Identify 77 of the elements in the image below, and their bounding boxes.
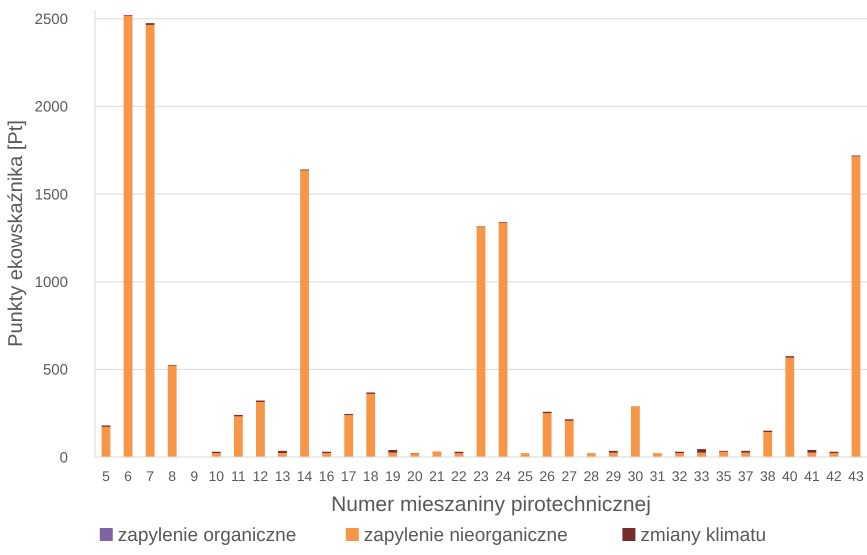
y-tick-label: 1500	[34, 186, 68, 204]
x-tick-label: 43	[848, 468, 864, 484]
x-tick-label: 9	[190, 468, 198, 484]
bar	[168, 365, 177, 457]
x-tick-label: 12	[252, 468, 268, 484]
x-tick-label: 25	[517, 468, 534, 484]
y-axis-title: Punkty ekowskaźnika [Pt]	[5, 120, 27, 347]
x-tick-label: 33	[694, 468, 710, 484]
bar	[300, 170, 309, 457]
bar	[719, 452, 728, 457]
x-tick-label: 41	[804, 468, 820, 484]
x-tick-label: 27	[561, 468, 578, 484]
x-tick-label: 35	[716, 468, 732, 484]
bar	[785, 358, 794, 457]
bar	[697, 452, 706, 457]
bar	[234, 416, 243, 457]
bar	[542, 413, 552, 457]
bar	[498, 222, 508, 457]
x-tick-label: 28	[583, 468, 600, 484]
y-tick-label: 2000	[34, 98, 68, 116]
bar	[432, 451, 442, 457]
x-tick-label: 29	[606, 468, 622, 484]
x-tick-label: 22	[451, 468, 467, 484]
y-tick-label: 1000	[34, 274, 68, 291]
bar	[564, 420, 574, 457]
x-tick-label: 5	[102, 468, 110, 484]
legend-label: zmiany klimatu	[640, 525, 766, 546]
bar	[124, 16, 132, 457]
bar	[520, 453, 530, 457]
x-tick-label: 19	[384, 468, 401, 484]
bar	[388, 450, 398, 453]
x-tick-label: 16	[318, 468, 335, 484]
bar	[322, 453, 332, 457]
bar	[146, 24, 155, 457]
legend-label: zapylenie nieorganiczne	[364, 525, 568, 546]
bar	[697, 449, 706, 453]
x-tick-label: 38	[760, 468, 776, 484]
x-tick-label: 17	[340, 468, 357, 484]
x-tick-label: 31	[650, 468, 666, 484]
x-tick-label: 14	[296, 468, 313, 484]
bar	[102, 426, 110, 457]
x-tick-label: 7	[146, 468, 154, 484]
x-tick-label: 6	[124, 468, 132, 484]
x-tick-label: 18	[362, 468, 379, 484]
x-tick-label: 11	[231, 468, 246, 484]
x-tick-label: 13	[274, 468, 290, 484]
bar	[807, 452, 816, 457]
x-tick-label: 26	[539, 468, 556, 484]
x-tick-label: 10	[208, 468, 224, 484]
bar	[852, 156, 860, 457]
bar	[366, 394, 376, 457]
x-tick-label: 37	[738, 468, 754, 484]
x-tick-label: 40	[782, 468, 798, 484]
legend-label: zapylenie organiczne	[118, 525, 296, 546]
bar	[830, 453, 838, 457]
bar	[454, 453, 464, 457]
x-tick-label: 32	[672, 468, 688, 484]
bar	[344, 415, 354, 457]
x-tick-label: 24	[495, 468, 512, 484]
bar	[763, 432, 772, 457]
y-tick-label: 2500	[34, 11, 68, 28]
bar	[653, 453, 662, 457]
x-tick-label: 20	[407, 468, 423, 484]
x-tick-label: 21	[429, 468, 445, 484]
x-axis-title: Numer mieszaniny pirotechnicznej	[331, 493, 651, 516]
bar	[476, 227, 486, 457]
x-tick-label: 42	[826, 468, 842, 484]
bar	[630, 406, 640, 457]
y-tick-label: 0	[60, 449, 68, 466]
bar	[675, 453, 684, 457]
x-tick-label: 8	[168, 468, 176, 484]
bar	[807, 450, 816, 453]
x-tick-label: 30	[628, 468, 644, 484]
bar	[256, 402, 265, 457]
x-tick-label: 23	[473, 468, 489, 484]
bar	[608, 452, 618, 457]
y-tick-label: 500	[42, 362, 68, 379]
